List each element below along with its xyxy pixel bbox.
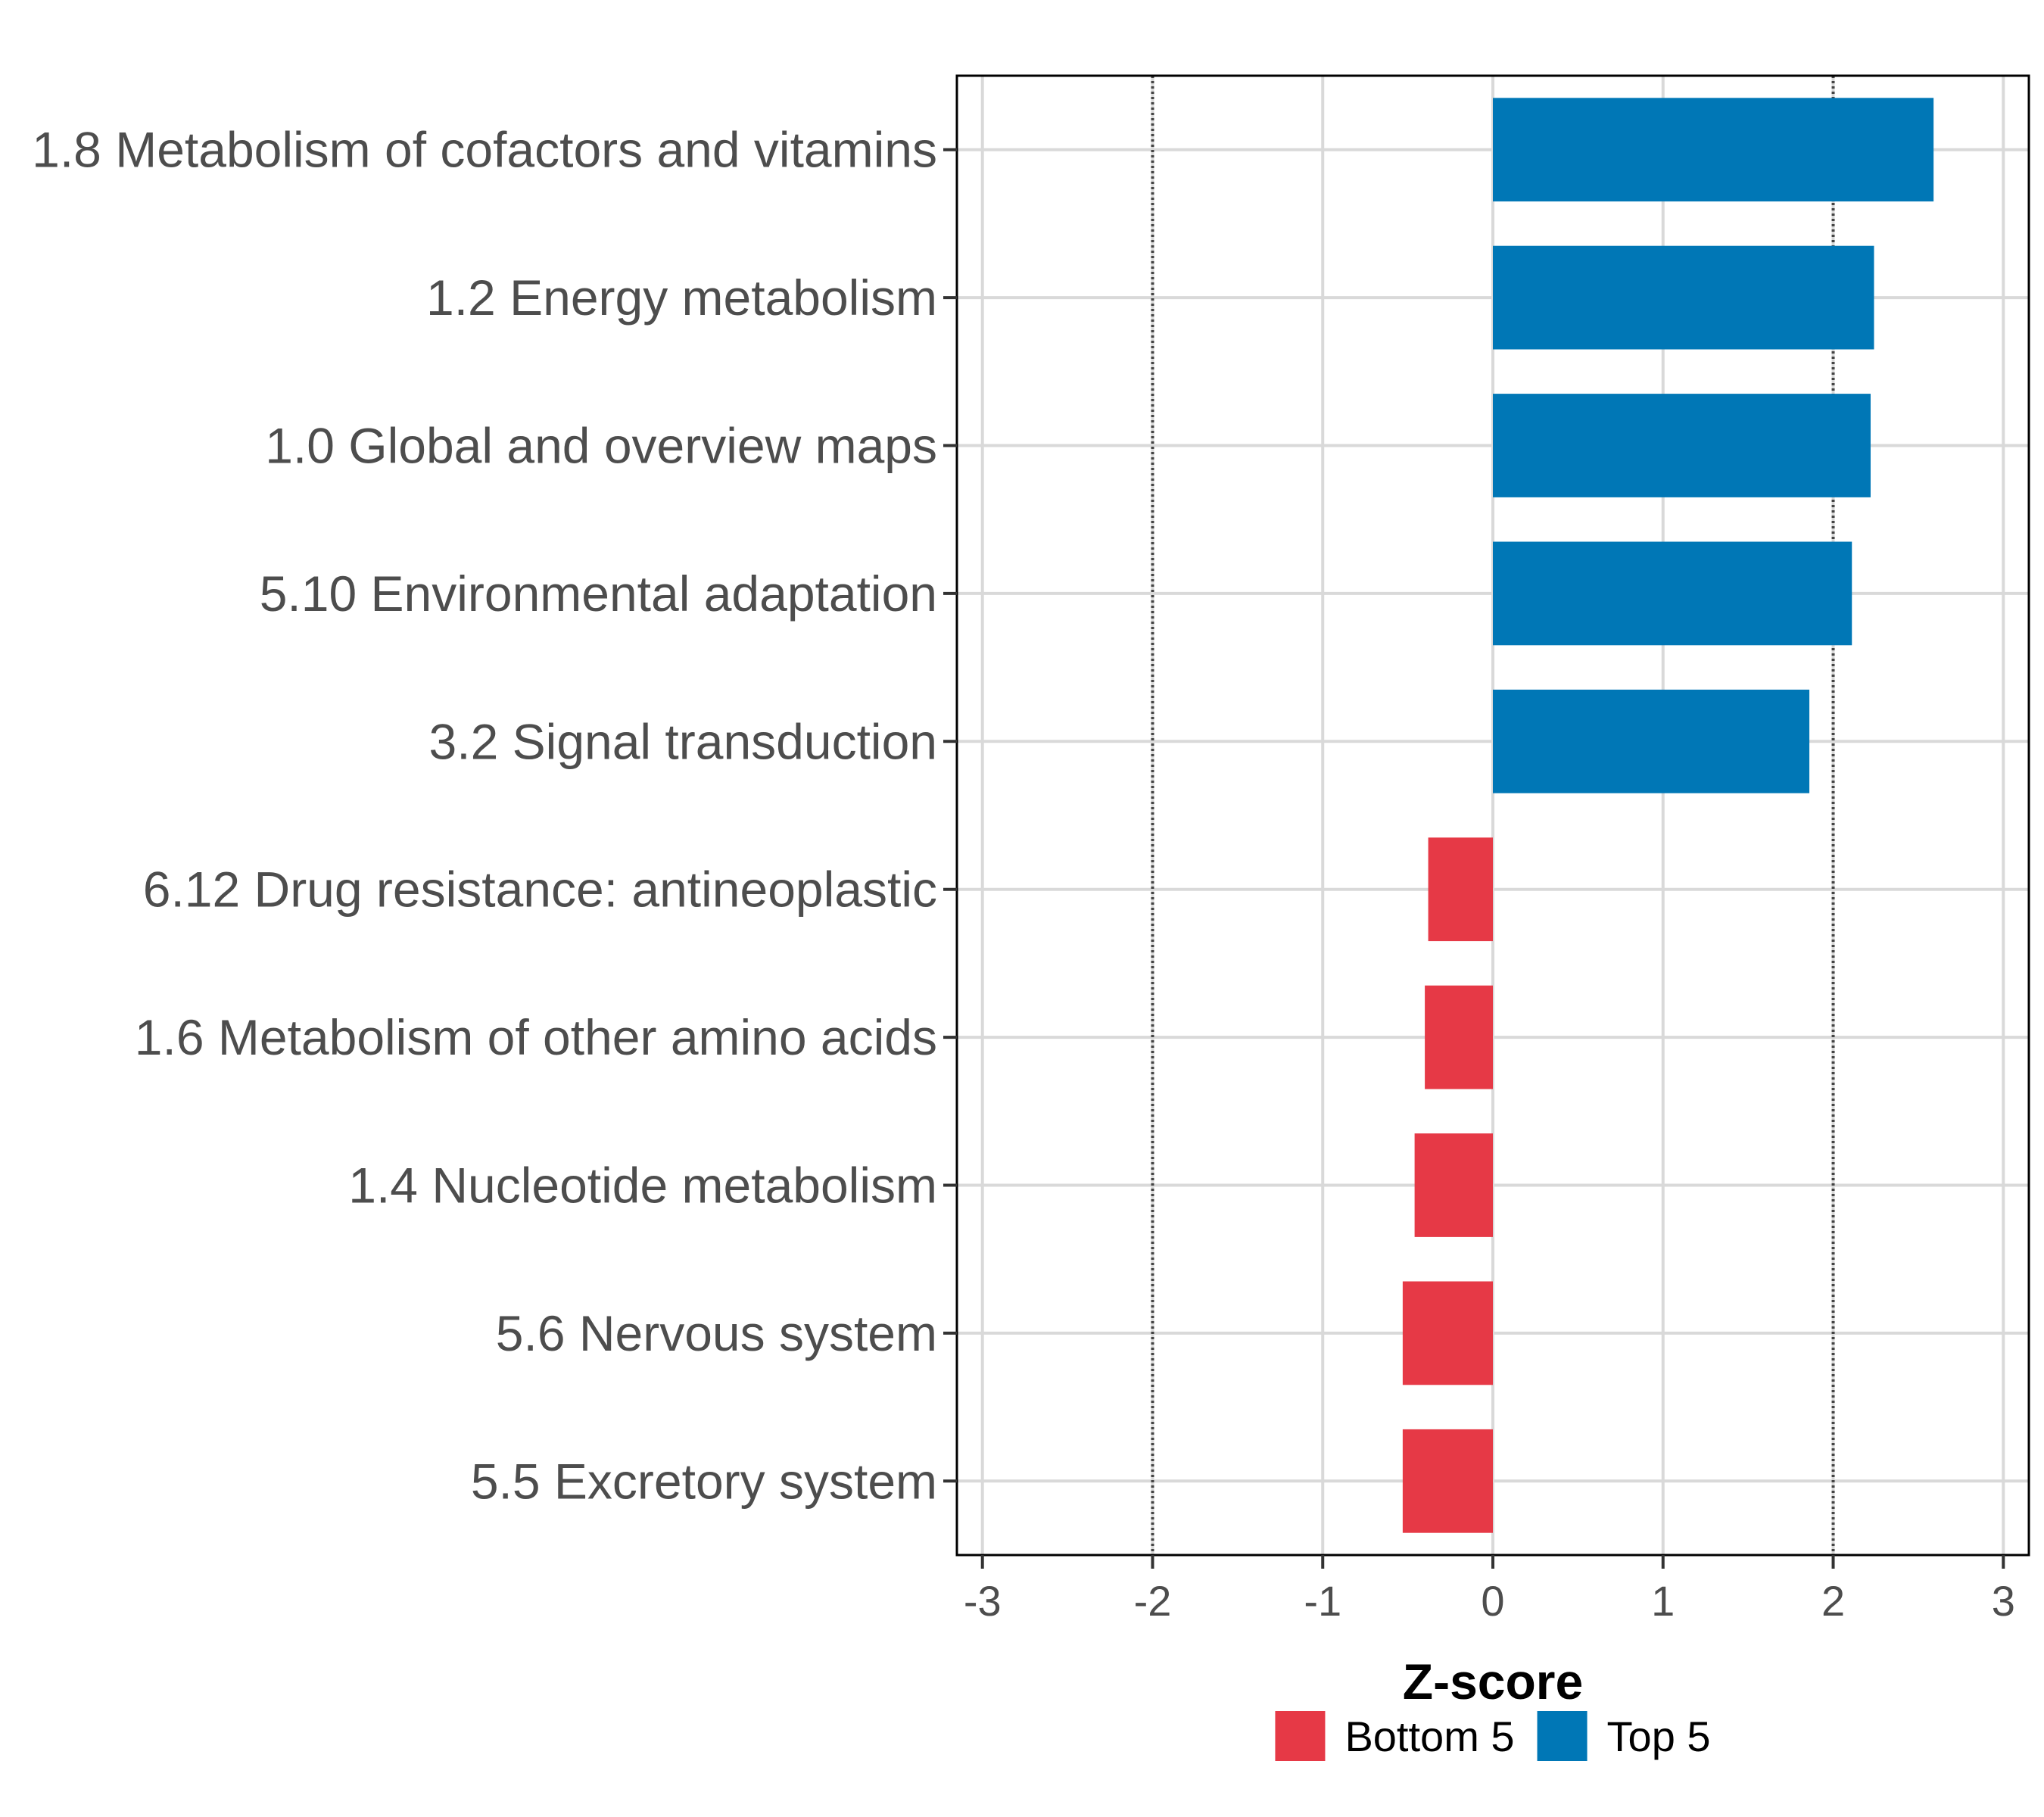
x-tick-label: 3	[1992, 1577, 2015, 1625]
legend: Bottom 5 Top 5	[1275, 1711, 1711, 1761]
bar	[1493, 394, 1871, 497]
x-tick-label: -1	[1304, 1577, 1341, 1625]
x-tick-label: 1	[1651, 1577, 1675, 1625]
legend-item: Bottom 5	[1275, 1711, 1515, 1761]
bar	[1493, 245, 1874, 350]
bars	[1402, 98, 1934, 1533]
x-tick-label: -2	[1134, 1577, 1172, 1625]
y-category-label: 5.6 Nervous system	[496, 1305, 937, 1361]
y-category-label: 6.12 Drug resistance: antineoplastic	[143, 862, 937, 918]
bar	[1428, 837, 1493, 942]
x-axis-title: Z-score	[1403, 1653, 1583, 1709]
y-category-label: 5.10 Environmental adaptation	[260, 566, 937, 622]
bar	[1493, 98, 1934, 202]
y-category-label: 1.2 Energy metabolism	[426, 270, 937, 326]
y-axis: 1.8 Metabolism of cofactors and vitamins…	[32, 122, 957, 1509]
y-category-label: 3.2 Signal transduction	[429, 713, 937, 769]
legend-label: Bottom 5	[1344, 1713, 1514, 1760]
bar	[1414, 1133, 1493, 1237]
y-category-label: 1.6 Metabolism of other amino acids	[135, 1009, 937, 1065]
legend-swatch	[1537, 1711, 1588, 1761]
legend-swatch	[1275, 1711, 1326, 1761]
x-tick-label: 0	[1481, 1577, 1504, 1625]
y-category-label: 5.5 Excretory system	[471, 1453, 937, 1509]
bar	[1402, 1281, 1493, 1385]
y-category-label: 1.0 Global and overview maps	[265, 418, 937, 474]
bar	[1402, 1429, 1493, 1533]
bar	[1493, 689, 1810, 793]
x-axis: -3 -2 -1 0 1 2 3	[964, 1555, 2015, 1625]
legend-item: Top 5	[1537, 1711, 1711, 1761]
bar	[1425, 985, 1493, 1089]
y-category-label: 1.4 Nucleotide metabolism	[348, 1158, 937, 1214]
bar	[1493, 541, 1852, 646]
x-tick-label: 2	[1821, 1577, 1845, 1625]
x-tick-label: -3	[964, 1577, 1002, 1625]
y-category-label: 1.8 Metabolism of cofactors and vitamins	[32, 122, 937, 178]
legend-label: Top 5	[1607, 1713, 1711, 1760]
